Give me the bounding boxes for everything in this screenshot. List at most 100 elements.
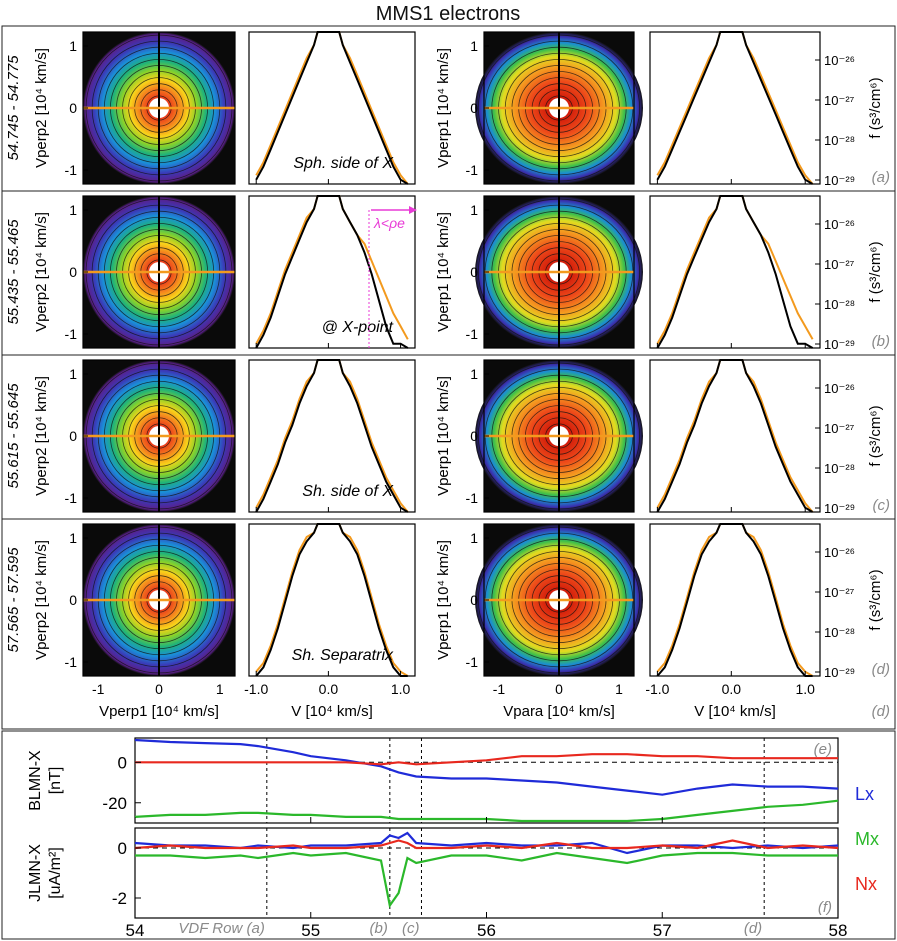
vdf-row-a: 54.745 - 54.775 Vperp2 [10⁴ km/s] 1 0 -1 Sph.…: [5, 31, 890, 188]
x-tick-label: -1: [493, 681, 506, 697]
legend-entry-Mx: Mx: [855, 829, 879, 849]
f-tick-label: 10⁻²⁷: [824, 257, 855, 272]
y-tick-label: 1: [69, 366, 77, 382]
y-tick-label: 1: [470, 530, 478, 546]
cut-x-tick-label: 1.0: [391, 681, 411, 697]
legend-entry-Lx: Lx: [855, 784, 874, 804]
cut-panel-border: [649, 195, 821, 349]
f-tick-label: 10⁻²⁷: [824, 93, 855, 108]
y-axis-unit: [uA/m²]: [47, 847, 64, 899]
cut-line-perp: [255, 523, 408, 677]
time-range-label: 55.435 - 55.465: [5, 219, 22, 325]
y-axis-label: JLMN-X: [27, 844, 44, 902]
left-y-axis-label: Vperp2 [10⁴ km/s]: [33, 212, 50, 332]
cut-line-perp: [656, 359, 814, 513]
timeseries-panels: 0 -20 BLMN-X [nT] (e) 0 -2 JLMN-X [uA/m²] (f) 54 55…: [27, 737, 879, 940]
cut-line-perp: [656, 195, 814, 349]
panel-tag: (e): [814, 741, 832, 758]
f-tick-label: 10⁻²⁶: [824, 217, 855, 232]
vdf-marker-label: VDF Row (a): [178, 920, 264, 937]
y-tick-label: 1: [470, 202, 478, 218]
timeseries-f: 0 -2 JLMN-X [uA/m²] (f) 54 55 56 57 58 VDF Row (a)…: [27, 827, 847, 940]
cut-panel-border: [649, 359, 821, 513]
x-axis-label-para: Vpara [10⁴ km/s]: [503, 703, 615, 720]
f-tick-label: 10⁻²⁶: [824, 545, 855, 560]
y-tick-label: 1: [69, 530, 77, 546]
cut-x-tick-label: -1.0: [244, 681, 268, 697]
cut-panel-label: Sph. side of X: [293, 155, 394, 172]
x-tick-label: -1: [92, 681, 105, 697]
timeseries-panel-border: [134, 737, 839, 824]
f-axis-label: f (s³/cm⁶): [867, 405, 884, 466]
y-tick-label: 0: [118, 753, 127, 772]
vdf-panels: 54.745 - 54.775 Vperp2 [10⁴ km/s] 1 0 -1 Sph.…: [2, 31, 895, 720]
y-tick-label: -1: [65, 162, 78, 178]
vdf-marker-label: (c): [402, 920, 420, 937]
f-tick-label: 10⁻²⁸: [824, 297, 855, 312]
y-tick-label: 1: [470, 366, 478, 382]
x-tick-label: 55: [301, 921, 320, 940]
timeseries-e: 0 -20 BLMN-X [nT] (e): [27, 737, 839, 824]
left-y-axis-label: Vperp2 [10⁴ km/s]: [33, 48, 50, 168]
panel-tag: (d): [872, 661, 890, 678]
y-tick-label: -1: [466, 654, 479, 670]
cut-line-perp: [255, 359, 409, 513]
panel-tag: (b): [872, 333, 890, 350]
cut-x-tick-label: 1.0: [795, 681, 815, 697]
x-axis-label-v: V [10⁴ km/s]: [291, 703, 372, 720]
x-tick-label: 54: [126, 921, 145, 940]
f-axis-label: f (s³/cm⁶): [867, 241, 884, 302]
x-axis-label-v-right: V [10⁴ km/s]: [694, 703, 775, 720]
x-tick-label: 1: [216, 681, 224, 697]
y-tick-label: -1: [65, 490, 78, 506]
x-tick-label: 0: [155, 681, 163, 697]
f-tick-label: 10⁻²⁸: [824, 625, 855, 640]
panel-tag: (f): [818, 899, 832, 916]
annotation-label: λ<ρe: [373, 215, 405, 231]
legend-entry-Nx: Nx: [855, 874, 877, 894]
panel-tag-d: (d): [872, 703, 890, 720]
y-tick-label: -1: [466, 162, 479, 178]
right-y-axis-label: Vperp1 [10⁴ km/s]: [435, 540, 452, 660]
x-axis-label-perp: Vperp1 [10⁴ km/s]: [99, 703, 219, 720]
cut-panel-label: Sh. side of X: [302, 483, 394, 500]
y-tick-label: -1: [65, 654, 78, 670]
series-line-Nx: [135, 753, 838, 766]
left-y-axis-label: Vperp2 [10⁴ km/s]: [33, 376, 50, 496]
time-range-label: 54.745 - 54.775: [5, 55, 22, 161]
y-tick-label: 0: [69, 100, 77, 116]
y-axis-unit: [nT]: [47, 767, 64, 795]
series-line-Lx: [134, 831, 839, 855]
cut-panel-border: [248, 195, 416, 349]
y-tick-label: 1: [470, 38, 478, 54]
series-line-Mx: [134, 799, 839, 823]
left-y-axis-label: Vperp2 [10⁴ km/s]: [33, 540, 50, 660]
y-tick-label: 0: [470, 592, 478, 608]
panel-tag: (a): [872, 169, 890, 186]
cut-panel-border: [248, 31, 416, 185]
f-tick-label: 10⁻²⁷: [824, 421, 855, 436]
y-tick-label: 1: [69, 38, 77, 54]
y-tick-label: 0: [470, 100, 478, 116]
f-tick-label: 10⁻²⁹: [824, 501, 855, 516]
y-axis-label: BLMN-X: [27, 750, 44, 811]
cut-line-perp: [255, 195, 409, 349]
cut-panel-border: [649, 31, 821, 185]
f-tick-label: 10⁻²⁷: [824, 585, 855, 600]
f-tick-label: 10⁻²⁹: [824, 665, 855, 680]
y-tick-label: 0: [118, 839, 127, 858]
cut-line-perp: [656, 31, 814, 185]
vdf-row-d: 57.565 - 57.595 Vperp2 [10⁴ km/s] 1 0 -1 Sh. …: [2, 518, 895, 720]
panel-tag: (c): [873, 497, 891, 514]
x-tick-label: 56: [477, 921, 496, 940]
series-line-Nx: [134, 839, 839, 850]
x-tick-label: 1: [615, 681, 623, 697]
cut-panel-label: Sh. Separatrix: [292, 647, 394, 664]
vdf-frame: [1, 25, 896, 730]
cut-panel-label: @ X-point: [322, 319, 394, 336]
time-range-label: 55.615 - 55.645: [5, 383, 22, 489]
series-line-Lx: [134, 738, 839, 796]
f-tick-label: 10⁻²⁶: [824, 381, 855, 396]
vdf-marker-label: (d): [744, 920, 762, 937]
